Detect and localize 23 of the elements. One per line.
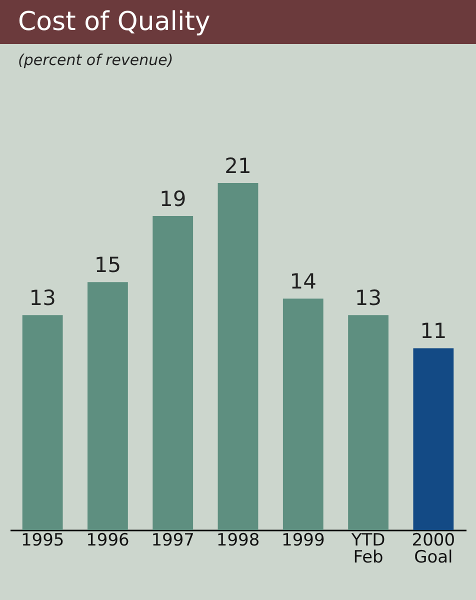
data-label: 19 <box>159 187 186 212</box>
bar <box>218 182 258 530</box>
bar <box>413 348 454 530</box>
bar <box>22 315 63 530</box>
chart-subtitle: (percent of revenue) <box>18 51 174 69</box>
x-tick-label: 1999 <box>282 530 325 550</box>
x-tick-label: 1995 <box>20 530 64 550</box>
bar <box>282 298 324 530</box>
x-tick-label: YTD Feb <box>350 530 386 568</box>
data-label: 21 <box>224 154 252 178</box>
data-label: 13 <box>29 286 56 310</box>
x-tick-label: 1998 <box>216 530 260 550</box>
data-label: 13 <box>354 286 382 310</box>
data-label: 11 <box>420 319 447 344</box>
x-tick-label: 1997 <box>151 530 194 550</box>
data-label: 14 <box>290 270 317 294</box>
data-label: 15 <box>94 253 122 278</box>
bar <box>348 315 388 530</box>
chart-title: Cost of Quality <box>18 7 210 37</box>
bar <box>152 216 194 530</box>
bar <box>88 282 128 530</box>
x-tick-label: 2000 Goal <box>412 530 456 568</box>
x-tick-label: 1996 <box>86 530 130 550</box>
